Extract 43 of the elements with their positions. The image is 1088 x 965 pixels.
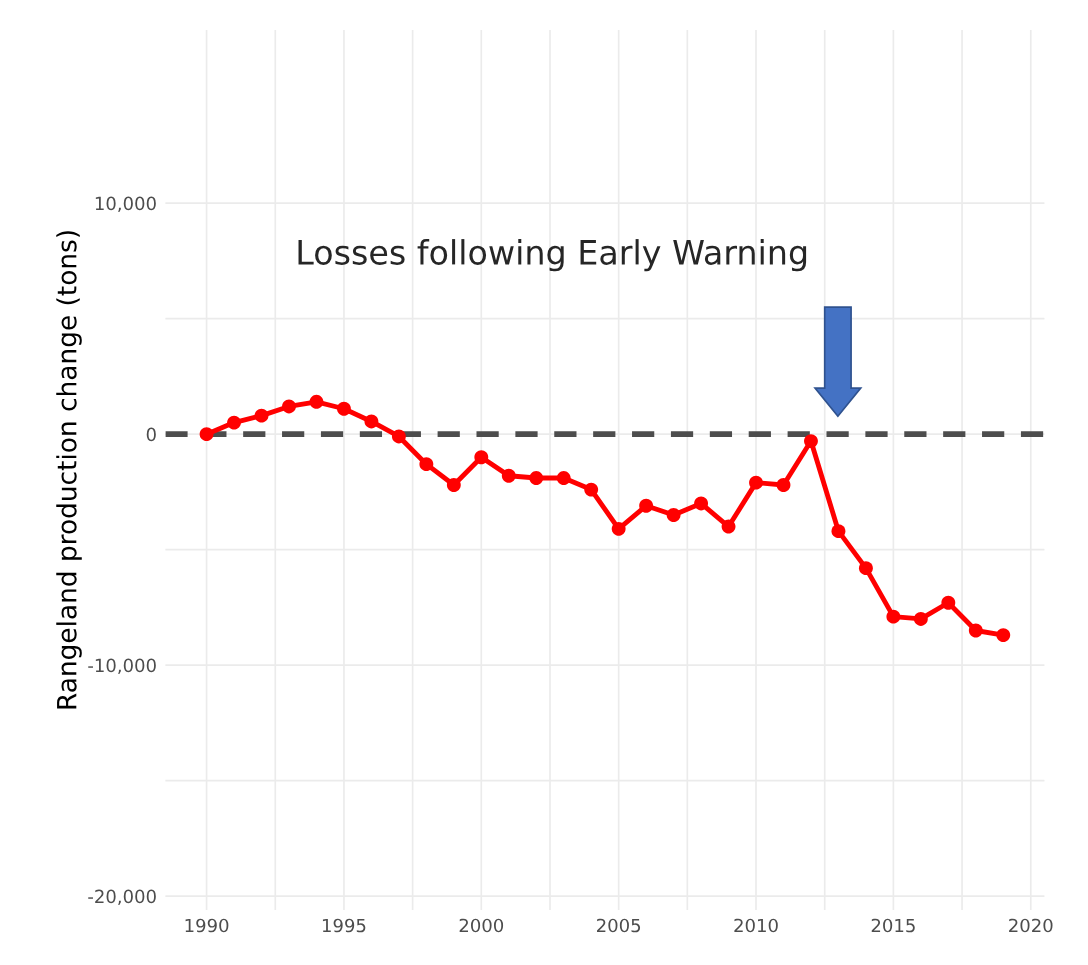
point bbox=[968, 623, 983, 638]
point bbox=[749, 475, 763, 490]
point bbox=[584, 482, 599, 497]
point bbox=[501, 468, 516, 483]
point bbox=[776, 478, 791, 492]
point bbox=[694, 496, 709, 511]
point bbox=[804, 434, 818, 449]
point bbox=[199, 427, 214, 442]
point bbox=[913, 612, 928, 626]
point bbox=[227, 415, 241, 430]
point bbox=[831, 524, 846, 539]
point bbox=[639, 498, 654, 513]
y-axis-title: Rangeland production change (tons) bbox=[56, 231, 82, 709]
x-tick-label: 2005 bbox=[597, 918, 641, 933]
x-tick-label: 2010 bbox=[734, 918, 778, 933]
x-tick-label: 2020 bbox=[1009, 918, 1053, 933]
point bbox=[474, 450, 489, 465]
point bbox=[309, 394, 324, 409]
point bbox=[364, 414, 379, 429]
point bbox=[556, 471, 571, 485]
x-tick-label: 1995 bbox=[322, 918, 366, 933]
point bbox=[721, 519, 736, 534]
y-tick-label: -20,000 bbox=[88, 889, 156, 906]
point bbox=[666, 508, 681, 522]
point bbox=[529, 471, 544, 485]
point bbox=[337, 401, 351, 416]
point bbox=[941, 595, 956, 610]
y-tick-label: 0 bbox=[146, 427, 156, 442]
point bbox=[611, 521, 626, 536]
point bbox=[996, 628, 1011, 643]
y-tick-label: -10,000 bbox=[88, 658, 156, 675]
point bbox=[419, 457, 434, 472]
x-tick-label: 2015 bbox=[871, 918, 915, 933]
point bbox=[886, 609, 901, 624]
point bbox=[282, 399, 296, 414]
x-tick-label: 2000 bbox=[459, 918, 504, 933]
point bbox=[446, 478, 461, 492]
point bbox=[254, 408, 269, 423]
x-tick-label: 1990 bbox=[185, 918, 229, 933]
annotation: Losses following Early Warning bbox=[298, 239, 807, 272]
y-tick-label: 10,000 bbox=[95, 196, 156, 213]
point bbox=[858, 561, 873, 576]
point bbox=[391, 429, 406, 444]
